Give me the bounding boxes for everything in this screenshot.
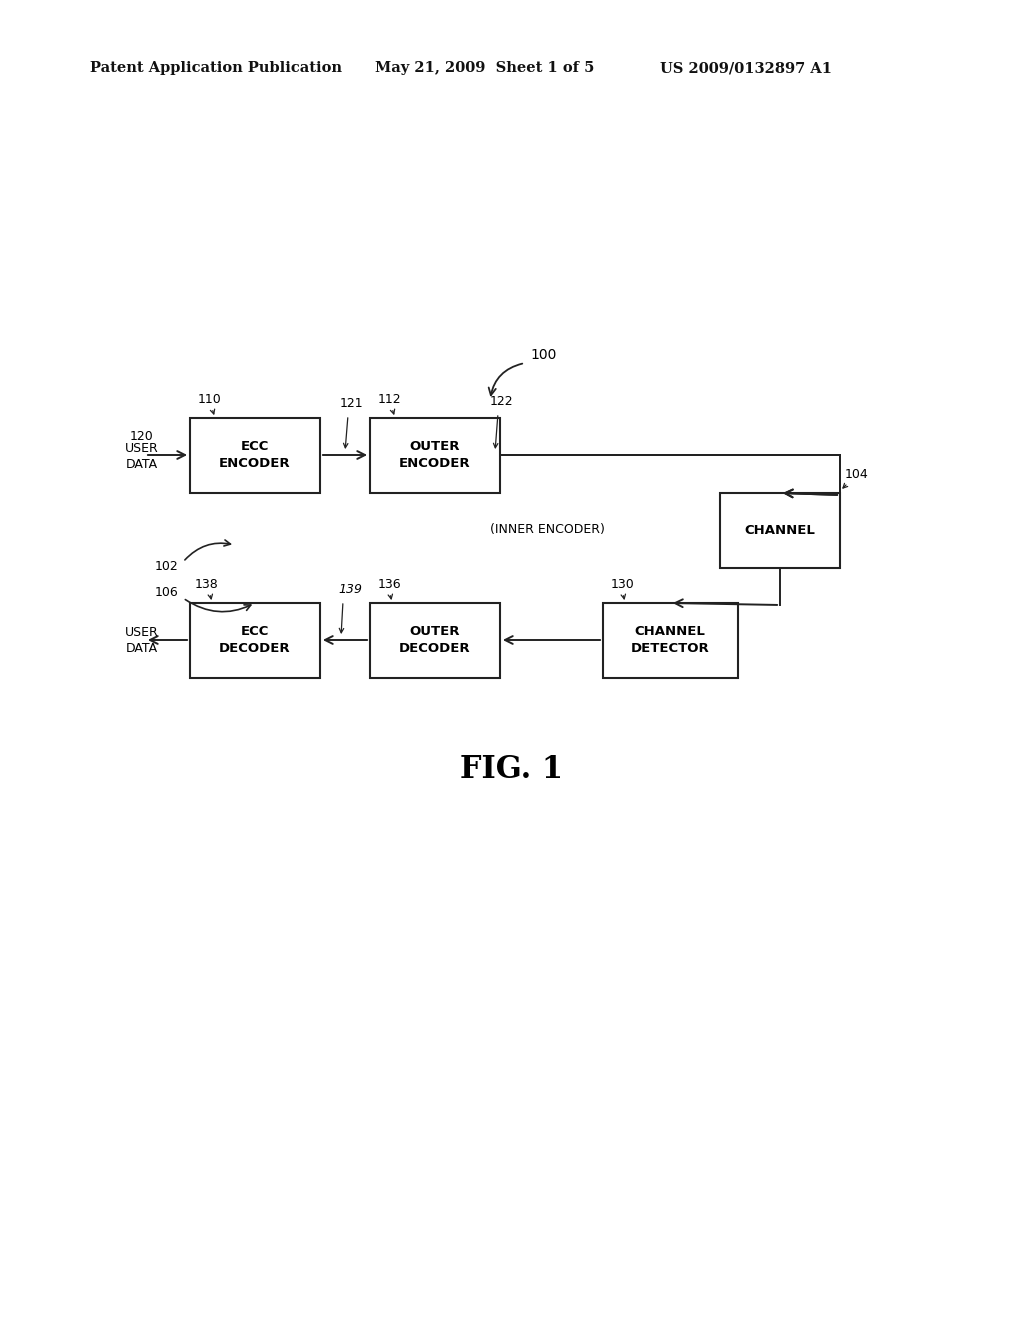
Bar <box>370 417 500 492</box>
Bar <box>190 417 319 492</box>
Text: Patent Application Publication: Patent Application Publication <box>90 61 342 75</box>
Text: CHANNEL
DETECTOR: CHANNEL DETECTOR <box>631 624 710 655</box>
Text: (INNER ENCODER): (INNER ENCODER) <box>490 524 605 536</box>
Text: May 21, 2009  Sheet 1 of 5: May 21, 2009 Sheet 1 of 5 <box>375 61 594 75</box>
Text: 139: 139 <box>338 583 362 597</box>
Text: 104: 104 <box>845 469 868 480</box>
Text: CHANNEL: CHANNEL <box>744 524 815 536</box>
Text: FIG. 1: FIG. 1 <box>461 755 563 785</box>
Text: 130: 130 <box>611 578 635 591</box>
Text: 121: 121 <box>340 397 364 411</box>
Text: 122: 122 <box>490 395 514 408</box>
Text: US 2009/0132897 A1: US 2009/0132897 A1 <box>660 61 831 75</box>
Bar <box>720 492 840 568</box>
Text: ECC
ENCODER: ECC ENCODER <box>219 440 291 470</box>
Text: 112: 112 <box>378 393 401 407</box>
Text: OUTER
ENCODER: OUTER ENCODER <box>399 440 471 470</box>
Text: 120: 120 <box>130 430 154 444</box>
Text: 110: 110 <box>198 393 222 407</box>
Text: 106: 106 <box>155 586 178 599</box>
Text: 100: 100 <box>530 348 556 362</box>
Text: USER
DATA: USER DATA <box>125 626 159 655</box>
Bar <box>190 602 319 677</box>
Text: 138: 138 <box>195 578 219 591</box>
Bar <box>602 602 737 677</box>
Text: ECC
DECODER: ECC DECODER <box>219 624 291 655</box>
Text: 136: 136 <box>378 578 401 591</box>
Text: OUTER
DECODER: OUTER DECODER <box>399 624 471 655</box>
Text: USER
DATA: USER DATA <box>125 442 159 471</box>
Bar <box>370 602 500 677</box>
Text: 102: 102 <box>155 561 178 573</box>
